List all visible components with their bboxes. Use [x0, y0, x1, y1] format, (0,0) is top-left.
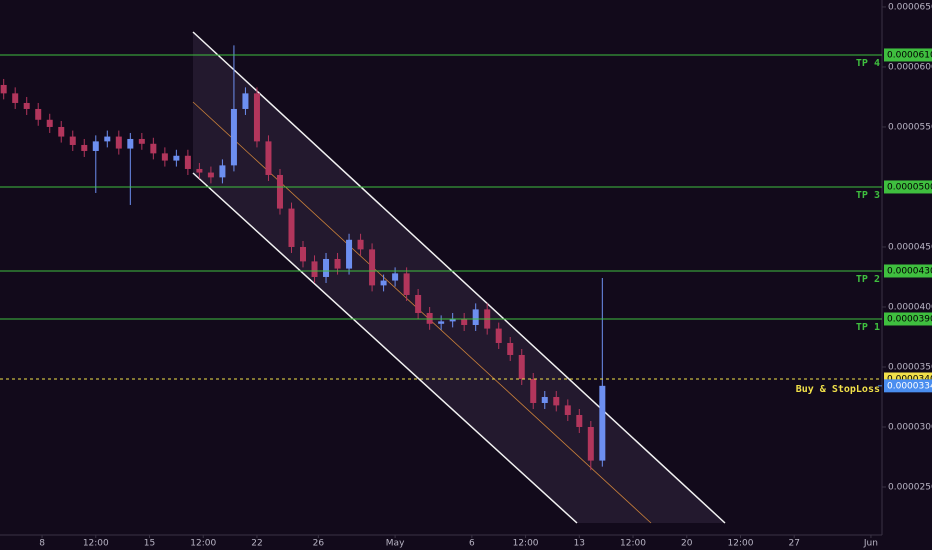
candle-body [253, 93, 260, 142]
plot [0, 45, 606, 471]
y-tick-label: 0.00005500 [888, 122, 932, 132]
candle-body [599, 385, 606, 461]
x-tick-label: 20 [681, 539, 693, 549]
y-tick-label: 0.00006500 [888, 2, 932, 12]
x-tick-label: 12:00 [83, 539, 109, 549]
x-tick-label: 15 [144, 539, 155, 549]
candle-body [587, 426, 594, 461]
candle-body [403, 273, 410, 295]
tp-name: TP 3 [856, 190, 880, 201]
tp-name: TP 2 [856, 274, 880, 285]
candle-body [564, 405, 571, 415]
channel-upper [192, 31, 726, 524]
candle-body [69, 136, 76, 145]
tp-name: TP 1 [856, 322, 880, 333]
candle-body [334, 258, 341, 269]
x-tick-label: 13 [574, 539, 585, 549]
candle-body [0, 84, 7, 94]
candle-body [150, 143, 157, 154]
candle-body [495, 328, 502, 343]
candle-body [323, 258, 330, 277]
candle-body [530, 378, 537, 403]
candle-body [276, 174, 283, 209]
x-tick-label: 27 [788, 539, 799, 549]
last-price-label: 0.00003343 [887, 381, 932, 391]
candle-body [346, 239, 353, 269]
candle-body [23, 102, 30, 109]
candle-body [230, 108, 237, 166]
candle-body [196, 168, 203, 173]
candle-body [184, 155, 191, 169]
candle-body [104, 136, 111, 142]
x-tick-label: 8 [39, 539, 45, 549]
candle-body [92, 141, 99, 151]
x-tick-label: 12:00 [728, 539, 754, 549]
x-tick-label: 12:00 [620, 539, 646, 549]
candle-body [46, 119, 53, 127]
candle-body [380, 280, 387, 286]
candle-body [438, 321, 445, 324]
candle-body [392, 273, 399, 281]
y-tick-label: 0.00002500 [888, 482, 932, 492]
y-tick-label: 0.00006000 [888, 62, 932, 72]
candle-body [472, 309, 479, 325]
x-tick-label: Jun [863, 539, 878, 549]
candle-body [300, 246, 307, 262]
candle-body [161, 153, 168, 161]
candle-body [426, 312, 433, 324]
tp-price-box [884, 180, 932, 194]
candle-body [311, 261, 318, 277]
candle-body [115, 136, 122, 149]
y-tick-label: 0.00004000 [888, 302, 932, 312]
x-tick-label: 26 [313, 539, 325, 549]
x-tick-label: 22 [251, 539, 262, 549]
tp-price-label: 0.00004300 [887, 266, 932, 276]
candle-body [173, 155, 180, 161]
candle-body [415, 294, 422, 313]
x-tick-label: 12:00 [513, 539, 539, 549]
candle-body [81, 144, 88, 151]
candle-body [242, 93, 249, 109]
tp-price-label: 0.00006100 [887, 50, 932, 60]
buy-name: Buy & StopLoss [796, 384, 880, 395]
last-price-box [884, 379, 932, 393]
candle-body [541, 396, 548, 403]
tp-price-label: 0.00003900 [887, 314, 932, 324]
tp-price-label: 0.00005000 [887, 182, 932, 192]
candle-body [265, 141, 272, 175]
x-tick-label: May [386, 539, 405, 549]
candle-body [369, 249, 376, 286]
y-tick-label: 0.00003500 [888, 362, 932, 372]
candle-body [58, 126, 65, 137]
channel-lower [192, 172, 578, 524]
tp-price-box [884, 312, 932, 326]
tp-name: TP 4 [856, 58, 880, 69]
candle-body [35, 108, 42, 120]
candle-body [207, 172, 214, 178]
candle-body [507, 342, 514, 355]
candle-body [461, 318, 468, 325]
candle-body [288, 208, 295, 247]
tp-price-box [884, 264, 932, 278]
x-tick-label: 12:00 [190, 539, 216, 549]
candle-body [219, 165, 226, 178]
x-tick-label: 6 [469, 539, 475, 549]
tp-price-box [884, 48, 932, 62]
y-tick-label: 0.00003000 [888, 422, 932, 432]
y-tick-label: 0.00004500 [888, 242, 932, 252]
candle-body [127, 138, 134, 149]
candle-body [138, 138, 145, 144]
candle-body [357, 239, 364, 250]
candle-body [12, 93, 19, 103]
candle-body [553, 396, 560, 406]
candle-body [518, 354, 525, 379]
candle-body [449, 318, 456, 322]
candle-body [576, 414, 583, 427]
